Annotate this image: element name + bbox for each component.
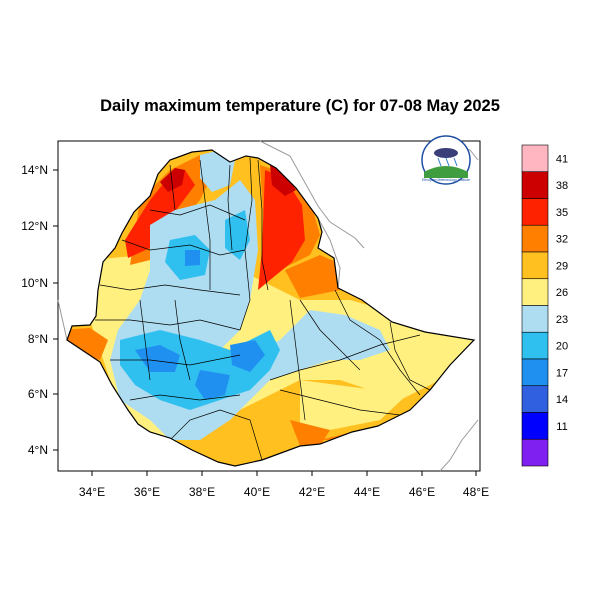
colorbar-swatch	[521, 358, 549, 387]
y-tick-label: 4°N	[28, 443, 48, 457]
colorbar-swatch	[521, 144, 549, 173]
y-tick-label: 6°N	[28, 387, 48, 401]
colorbar-swatch	[521, 438, 549, 467]
colorbar-label: 35	[556, 207, 568, 219]
colorbar-label: 26	[556, 287, 568, 299]
sudan-border-line	[57, 299, 68, 341]
x-tick-label: 38°E	[189, 485, 215, 499]
colorbar-swatch	[521, 385, 549, 413]
y-tick-label: 14°N	[21, 163, 48, 177]
somalia-border-line	[439, 419, 479, 472]
colorbar-label: 20	[556, 341, 568, 353]
x-tick-label: 36°E	[134, 485, 160, 499]
colorbar-label: 32	[556, 234, 568, 246]
y-tick-label: 10°N	[21, 276, 48, 290]
temp-band-35-38	[125, 170, 195, 258]
x-tick-label: 44°E	[354, 485, 380, 499]
x-axis: 34°E 36°E 38°E 40°E 42°E 44°E 46°E 48°E	[79, 471, 489, 499]
colorbar-label: 23	[556, 314, 568, 326]
colorbar-label: 14	[556, 394, 568, 406]
colorbar-label: 17	[556, 367, 568, 379]
x-tick-label: 46°E	[409, 485, 435, 499]
y-axis: 14°N 12°N 10°N 8°N 6°N 4°N	[21, 163, 58, 457]
colorbar-swatch	[521, 412, 549, 440]
y-tick-label: 12°N	[21, 219, 48, 233]
colorbar-label: 11	[556, 421, 567, 433]
logo-text: Ethiopian Meteorology Institute	[422, 178, 470, 182]
colorbar-swatch	[521, 251, 549, 280]
colorbar-label: 41	[556, 153, 568, 165]
colorbar-label: 38	[556, 180, 568, 192]
map-title: Daily maximum temperature (C) for 07-08 …	[100, 97, 500, 115]
admin-boundaries	[95, 157, 431, 461]
y-tick-label: 8°N	[28, 332, 48, 346]
colorbar-swatch	[521, 331, 549, 360]
colorbar-swatch	[521, 305, 549, 333]
colorbar-swatch	[521, 171, 549, 199]
x-tick-label: 34°E	[79, 485, 105, 499]
x-tick-label: 48°E	[463, 485, 489, 499]
temp-band-38-41	[160, 168, 185, 192]
colorbar: 41 38 35 32 29 26 23 20 17 14 11	[521, 144, 568, 467]
djibouti-border-line	[317, 217, 341, 289]
x-tick-label: 40°E	[244, 485, 270, 499]
ethiopian-meteorology-institute-logo: Ethiopian Meteorology Institute	[421, 135, 471, 185]
colorbar-swatch	[521, 224, 549, 253]
colorbar-swatch	[521, 278, 549, 306]
x-tick-label: 42°E	[299, 485, 325, 499]
colorbar-swatch	[521, 198, 549, 226]
eritrea-coast-line	[259, 140, 365, 249]
neighbor-borders	[57, 140, 479, 472]
colorbar-label: 29	[556, 260, 568, 272]
